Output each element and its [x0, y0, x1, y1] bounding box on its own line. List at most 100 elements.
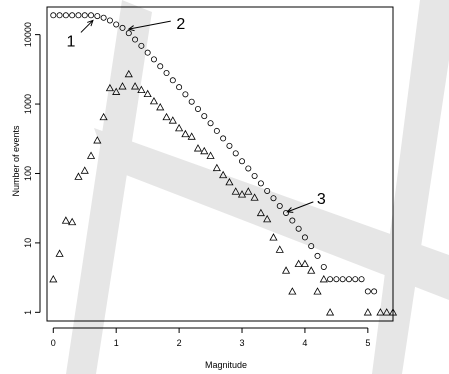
data-point-circle — [94, 13, 101, 20]
data-point-circle — [283, 209, 290, 216]
data-point-circle — [251, 172, 258, 179]
data-point-triangle — [112, 87, 121, 95]
data-point-triangle — [363, 308, 372, 316]
data-point-circle — [163, 70, 170, 77]
data-point-circle — [100, 14, 107, 21]
data-point-triangle — [275, 245, 284, 253]
y-tick-label: 1 — [23, 310, 33, 315]
y-axis: 1 10 100 1000 10000 — [23, 22, 41, 315]
data-point-triangle — [168, 116, 177, 124]
annotation-label: 1 — [66, 33, 75, 50]
data-point-triangle — [244, 187, 253, 195]
series-2 — [49, 69, 398, 316]
data-point-circle — [333, 276, 340, 283]
data-point-triangle — [313, 287, 322, 295]
data-point-circle — [314, 252, 321, 259]
data-point-circle — [176, 84, 183, 91]
data-point-triangle — [193, 144, 203, 152]
data-point-circle — [113, 21, 120, 28]
data-point-circle — [301, 234, 308, 241]
series-1 — [50, 12, 378, 295]
data-point-circle — [125, 30, 132, 37]
data-point-circle — [169, 77, 176, 84]
data-point-triangle — [237, 190, 247, 198]
watermark-band-left — [66, 0, 152, 374]
data-point-circle — [232, 150, 239, 157]
annotation-label: 2 — [176, 16, 185, 33]
data-point-triangle — [388, 308, 398, 316]
data-point-triangle — [68, 217, 77, 226]
data-point-circle — [144, 49, 151, 56]
x-axis: 0 1 2 3 4 5 — [51, 327, 370, 348]
data-point-triangle — [281, 266, 291, 274]
annotation-3: 3 — [286, 191, 326, 213]
y-tick-label: 1000 — [23, 94, 33, 114]
data-point-triangle — [130, 82, 140, 90]
data-point-triangle — [294, 259, 303, 267]
data-point-triangle — [263, 214, 272, 223]
y-tick-label: 10 — [23, 238, 33, 248]
y-axis-title: Number of events — [11, 125, 21, 197]
data-point-circle — [75, 12, 82, 19]
data-point-circle — [132, 36, 139, 43]
data-point-triangle — [256, 208, 265, 217]
x-tick-label: 5 — [365, 338, 370, 348]
data-point-circle — [308, 243, 315, 250]
data-point-triangle — [143, 89, 152, 98]
data-point-triangle — [200, 146, 209, 155]
series-layer — [49, 12, 398, 316]
data-point-circle — [270, 195, 277, 202]
data-point-circle — [182, 91, 189, 98]
data-point-triangle — [326, 308, 335, 316]
data-point-triangle — [118, 82, 127, 90]
x-tick-label: 4 — [302, 338, 307, 348]
annotation-arrowhead — [87, 19, 94, 27]
data-point-triangle — [49, 274, 58, 283]
annotation-arrowhead — [127, 25, 135, 32]
data-point-circle — [371, 288, 378, 295]
data-point-triangle — [80, 166, 89, 174]
data-point-triangle — [175, 123, 184, 132]
data-point-circle — [50, 12, 57, 19]
data-point-circle — [320, 263, 327, 270]
y-tick-label: 100 — [23, 166, 33, 181]
data-point-circle — [138, 42, 145, 49]
data-point-triangle — [288, 287, 297, 295]
data-point-circle — [69, 12, 76, 19]
data-point-triangle — [382, 308, 391, 316]
watermark-shape — [66, 0, 449, 374]
data-point-circle — [207, 120, 214, 127]
data-point-circle — [257, 180, 264, 187]
data-point-triangle — [137, 85, 146, 94]
data-point-circle — [239, 158, 246, 165]
data-point-triangle — [93, 136, 102, 144]
data-point-circle — [106, 17, 113, 24]
data-point-triangle — [74, 172, 83, 180]
annotation-arrow — [128, 20, 171, 30]
watermark-band-right — [372, 0, 449, 374]
x-axis-title: Magnitude — [205, 360, 247, 370]
data-point-circle — [289, 217, 296, 224]
annotation-1: 1 — [66, 19, 94, 50]
data-point-circle — [81, 12, 88, 19]
data-point-circle — [150, 56, 157, 63]
annotation-arrowhead — [286, 207, 294, 213]
data-point-triangle — [162, 112, 171, 121]
data-point-triangle — [231, 187, 240, 195]
data-point-circle — [345, 276, 352, 283]
annotation-arrow — [80, 20, 94, 33]
data-point-circle — [245, 165, 252, 172]
data-point-triangle — [376, 308, 385, 316]
data-point-circle — [56, 12, 63, 19]
data-point-triangle — [55, 249, 64, 257]
data-point-circle — [339, 276, 346, 283]
x-tick-label: 2 — [177, 338, 182, 348]
data-point-triangle — [149, 96, 159, 105]
data-point-circle — [358, 276, 365, 283]
data-point-triangle — [212, 163, 221, 172]
data-point-triangle — [99, 112, 108, 121]
data-point-circle — [327, 276, 334, 283]
annotation-layer: 1 2 3 — [66, 16, 326, 213]
data-point-triangle — [105, 83, 114, 92]
